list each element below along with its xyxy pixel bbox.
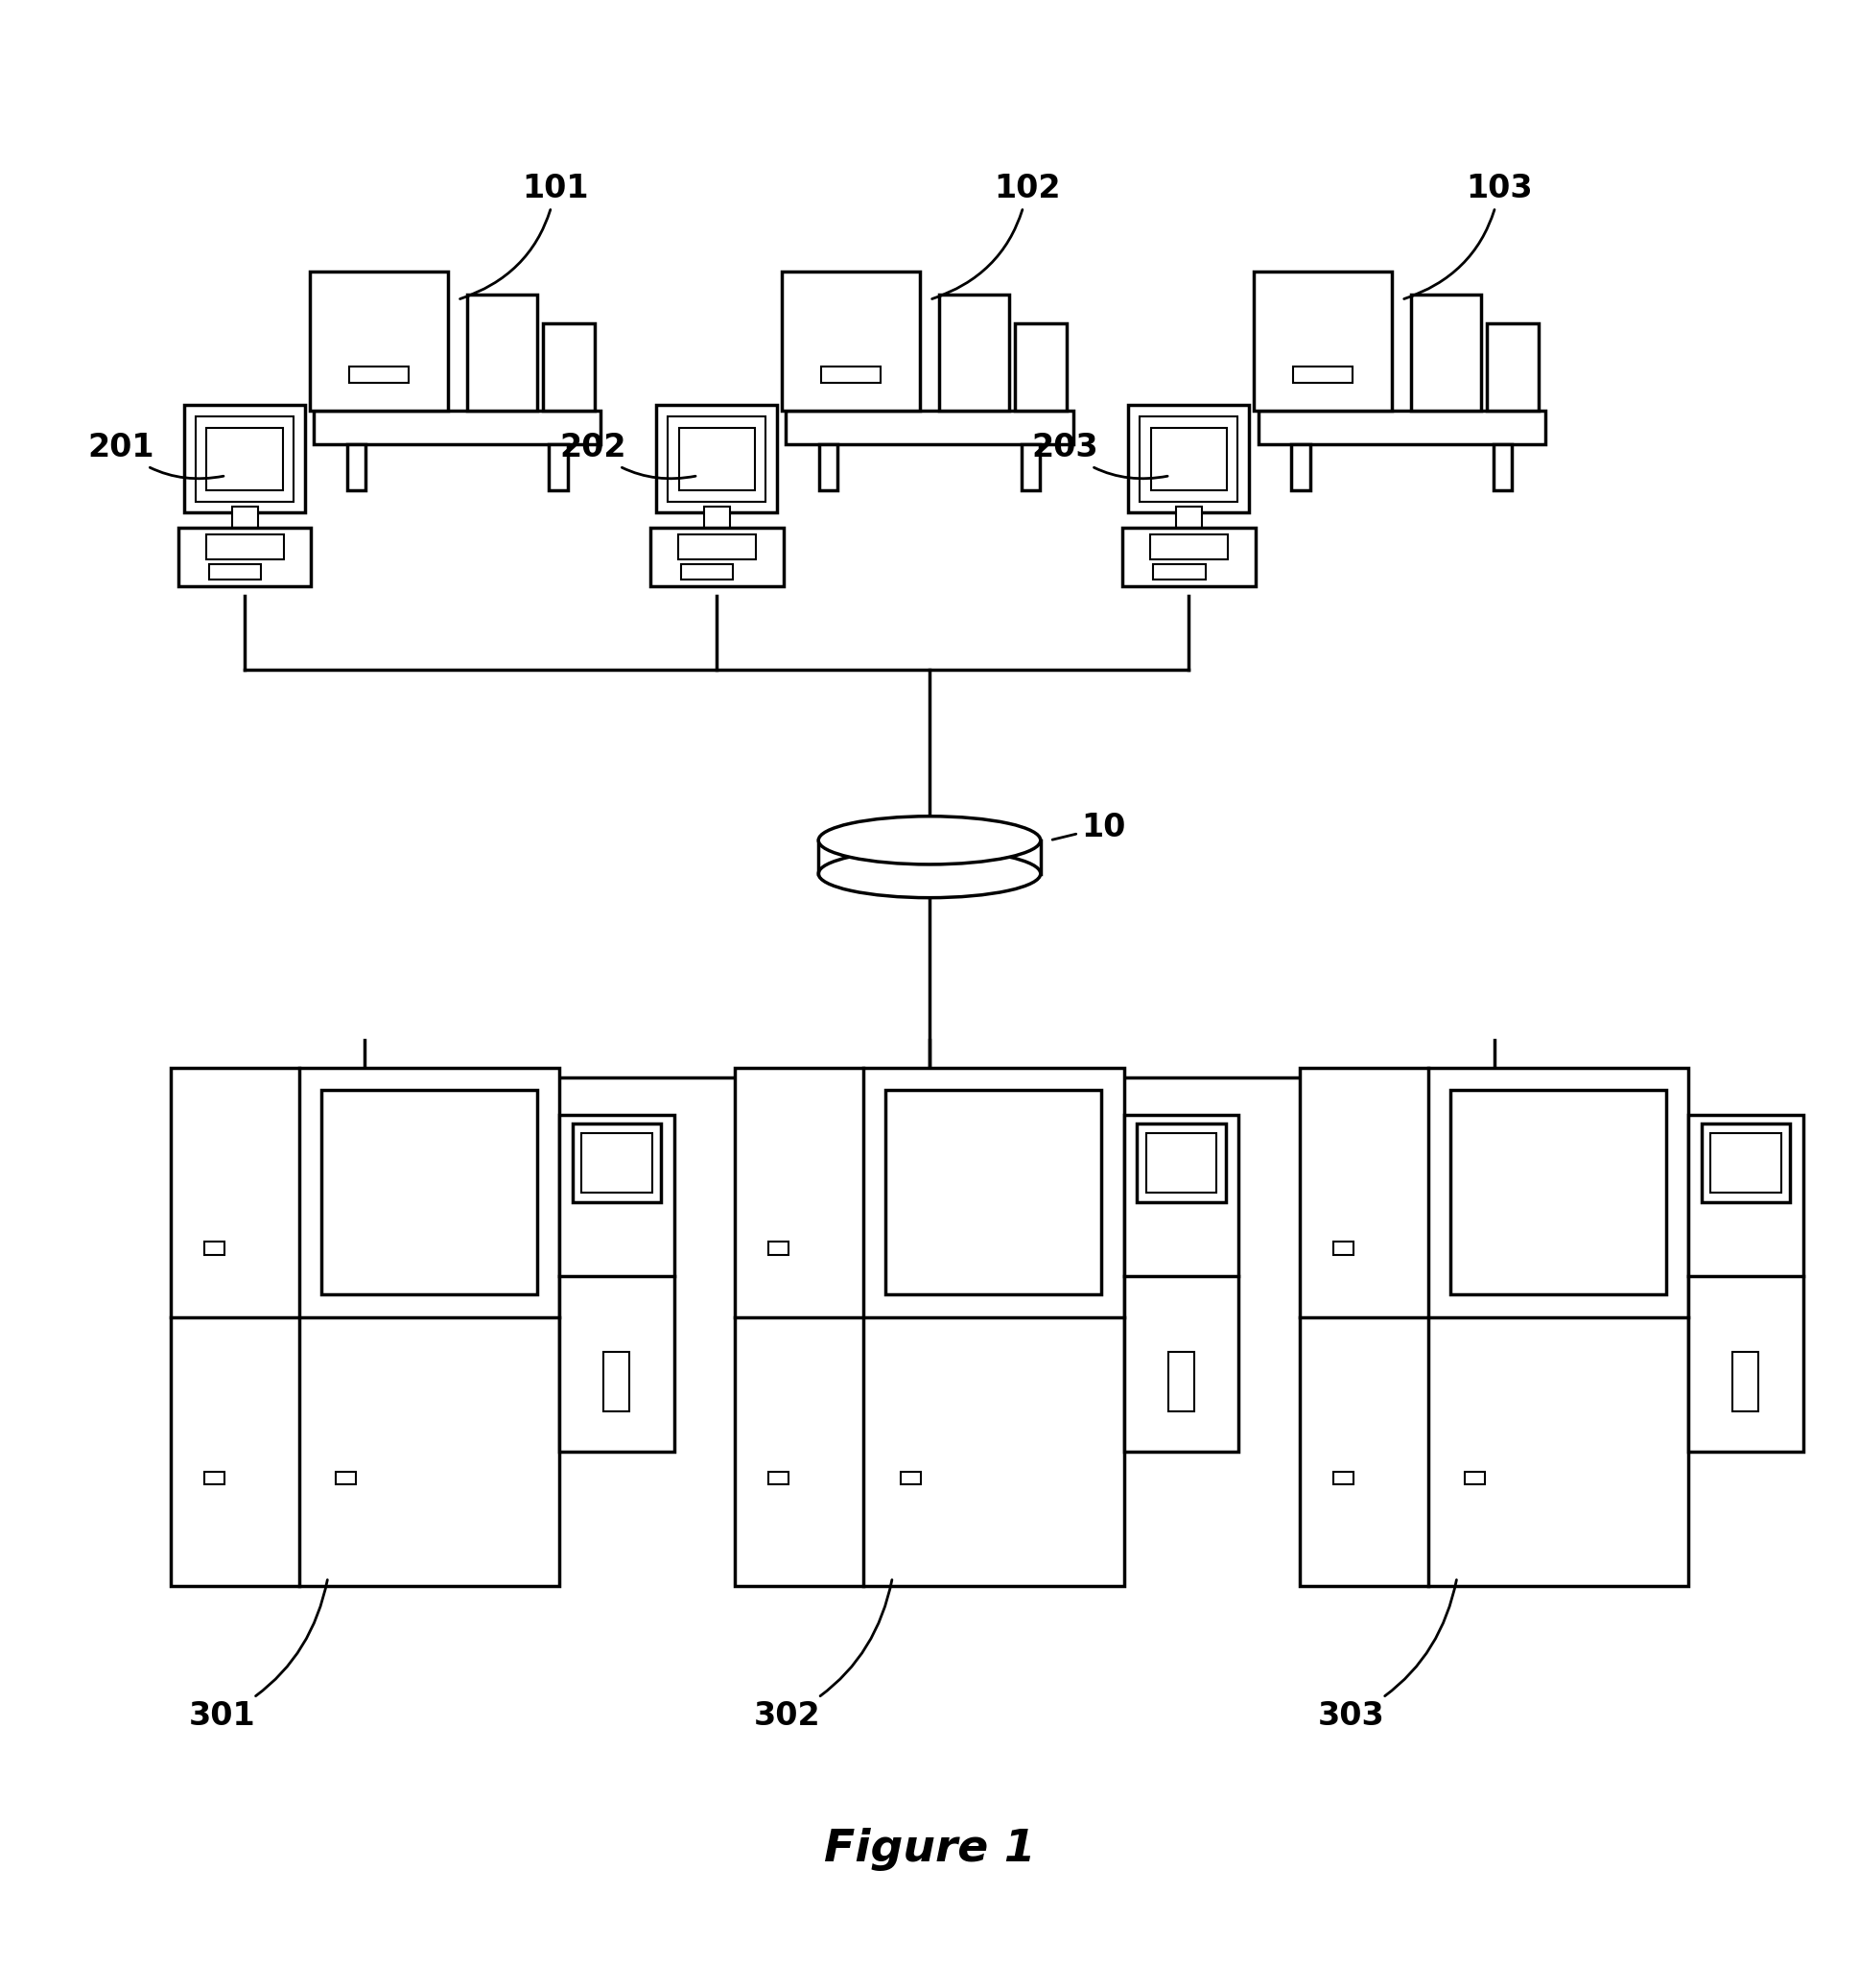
Bar (1487, 324, 1539, 412)
Text: 201: 201 (87, 431, 223, 479)
Bar (1123, 527, 1255, 586)
Bar (1128, 406, 1249, 513)
Bar (1294, 366, 1353, 384)
Bar (178, 527, 310, 586)
Bar (786, 412, 1073, 443)
Bar (1493, 443, 1511, 491)
Bar (349, 366, 409, 384)
Ellipse shape (818, 849, 1041, 899)
Bar (1465, 1471, 1485, 1485)
Text: 10: 10 (1052, 811, 1127, 843)
Bar (1710, 1133, 1781, 1193)
Bar (1151, 427, 1227, 491)
Bar (679, 535, 755, 559)
Bar (184, 406, 305, 513)
Bar (1688, 1115, 1803, 1451)
Bar (651, 527, 783, 586)
Bar (885, 1089, 1102, 1294)
Bar (1149, 535, 1227, 559)
Bar (682, 565, 732, 579)
Bar (582, 1133, 653, 1193)
Bar (1175, 507, 1201, 535)
Text: 302: 302 (753, 1580, 892, 1732)
Bar (204, 1471, 225, 1485)
Bar (573, 1123, 662, 1201)
Text: 202: 202 (560, 431, 695, 479)
Text: 303: 303 (1318, 1580, 1457, 1732)
Bar (1733, 1352, 1759, 1411)
Bar (1333, 1471, 1353, 1485)
Bar (1145, 1133, 1216, 1193)
Bar (206, 427, 283, 491)
Bar (1292, 443, 1311, 491)
Bar (768, 1471, 788, 1485)
Text: Figure 1: Figure 1 (824, 1827, 1035, 1871)
Bar (1701, 1123, 1790, 1201)
Bar (336, 1471, 357, 1485)
Bar (314, 412, 600, 443)
Text: 301: 301 (190, 1580, 327, 1732)
Bar (768, 1242, 788, 1254)
Bar (1140, 415, 1238, 501)
Ellipse shape (818, 817, 1041, 865)
Bar (1333, 1242, 1353, 1254)
Bar (1259, 412, 1545, 443)
Text: 102: 102 (931, 173, 1061, 298)
Bar (734, 1068, 1125, 1586)
Bar (1015, 324, 1067, 412)
Bar (1138, 1123, 1225, 1201)
Bar (822, 366, 881, 384)
Bar (656, 406, 777, 513)
Text: 101: 101 (459, 173, 589, 298)
Bar (309, 272, 448, 412)
Bar (604, 1352, 630, 1411)
Bar (322, 1089, 537, 1294)
Bar (820, 443, 838, 491)
Bar (348, 443, 366, 491)
Bar (543, 324, 595, 412)
Text: 103: 103 (1404, 173, 1534, 298)
Bar (1411, 294, 1482, 412)
Bar (1299, 1068, 1688, 1586)
Bar (1153, 565, 1205, 579)
Bar (781, 272, 920, 412)
Bar (1125, 1115, 1238, 1451)
Bar (467, 294, 537, 412)
Bar (1253, 272, 1392, 412)
Bar (1021, 443, 1039, 491)
Bar (939, 294, 1009, 412)
Bar (206, 535, 284, 559)
Bar (171, 1068, 560, 1586)
Text: 203: 203 (1032, 431, 1167, 479)
Bar (667, 415, 766, 501)
Bar (560, 1115, 675, 1451)
Bar (1167, 1352, 1193, 1411)
Bar (548, 443, 567, 491)
Bar (1450, 1089, 1666, 1294)
Bar (210, 565, 262, 579)
Bar (679, 427, 755, 491)
Bar (900, 1471, 920, 1485)
Bar (204, 1242, 225, 1254)
Bar (195, 415, 294, 501)
Bar (705, 507, 729, 535)
Bar (232, 507, 258, 535)
